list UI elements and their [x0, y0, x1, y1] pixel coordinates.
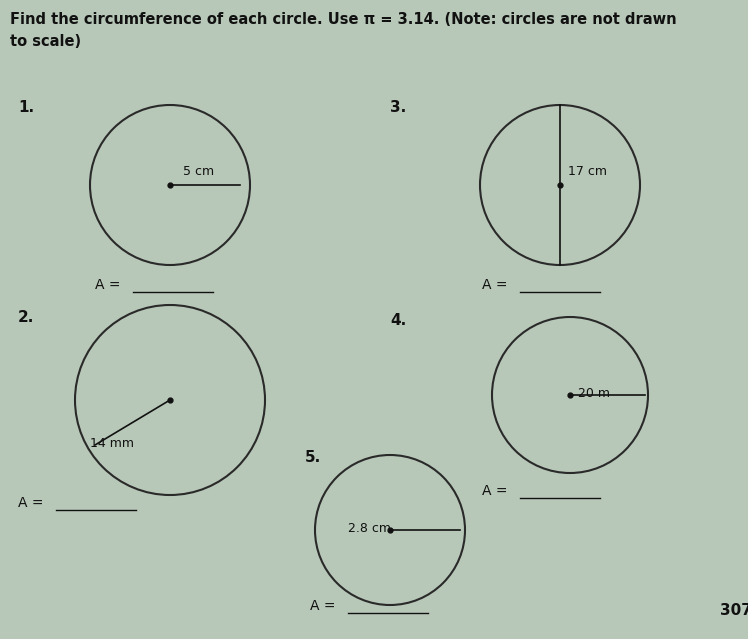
Text: 20 m: 20 m — [578, 387, 610, 400]
Text: 1.: 1. — [18, 100, 34, 115]
Text: 5 cm: 5 cm — [183, 165, 214, 178]
Text: 14 mm: 14 mm — [90, 437, 134, 450]
Text: 307: 307 — [720, 603, 748, 618]
Text: 4.: 4. — [390, 313, 406, 328]
Text: A =: A = — [95, 278, 125, 292]
Text: 2.8 cm: 2.8 cm — [348, 522, 391, 535]
Text: to scale): to scale) — [10, 34, 81, 49]
Text: A =: A = — [482, 484, 512, 498]
Text: A =: A = — [310, 599, 340, 613]
Text: A =: A = — [18, 496, 48, 510]
Text: 2.: 2. — [18, 310, 34, 325]
Text: A =: A = — [482, 278, 512, 292]
Text: Find the circumference of each circle. Use π = 3.14. (Note: circles are not draw: Find the circumference of each circle. U… — [10, 12, 677, 27]
Text: 5.: 5. — [305, 450, 321, 465]
Text: 17 cm: 17 cm — [568, 165, 607, 178]
Text: 3.: 3. — [390, 100, 406, 115]
